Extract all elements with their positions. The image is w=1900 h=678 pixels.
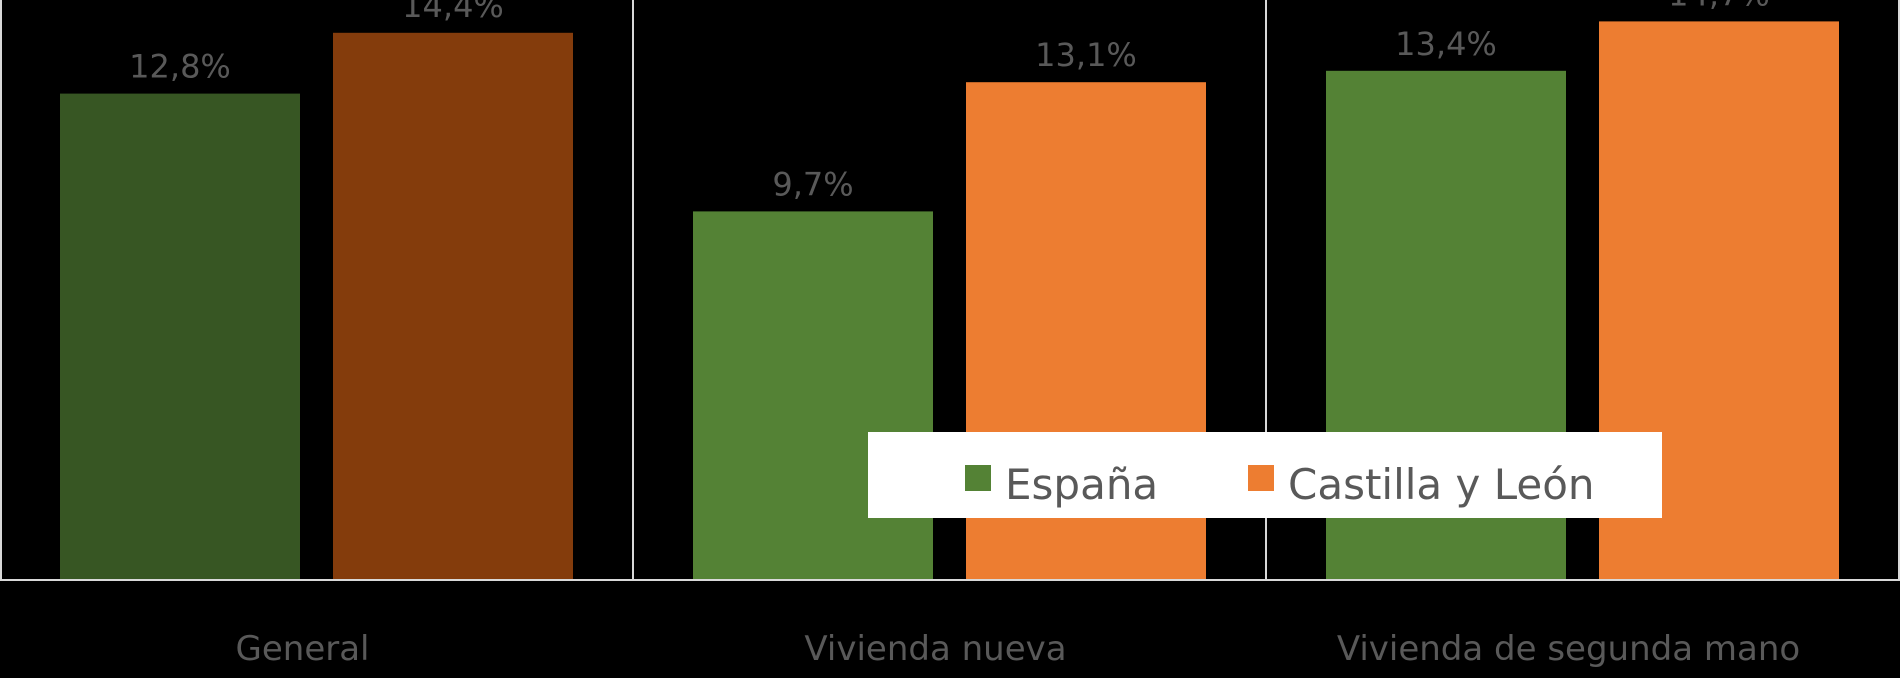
legend-label-espana: España [1005,460,1159,509]
data-label-castilla-y-leon-vivienda-nueva: 13,1% [1035,36,1137,74]
data-label-castilla-y-leon-vivienda-de-segunda-mano: 14,7% [1668,0,1770,13]
data-label-espana-vivienda-nueva: 9,7% [772,165,853,203]
bar-espana-general [60,93,300,580]
category-dividers [0,0,1900,580]
legend-item-espana: España [965,460,1158,509]
bar-castilla-y-leon-general [333,32,573,581]
legend-item-castilla-y-leon: Castilla y León [1248,460,1595,509]
data-label-castilla-y-leon-general: 14,4% [402,0,504,25]
legend-swatch-espana [965,464,991,491]
category-label-vivienda-de-segunda-mano: Vivienda de segunda mano [1337,629,1800,669]
legend-swatch-castilla-y-leon [1248,464,1274,491]
category-label-vivienda-nueva: Vivienda nueva [804,629,1066,669]
category-label-general: General [236,629,370,669]
data-labels-group: 12,8% 14,4% 9,7% 13,1% 13,4% 14,7% [129,0,1770,203]
data-label-espana-general: 12,8% [129,48,231,86]
category-labels-group: General Vivienda nueva Vivienda de segunda… [236,629,1801,669]
legend: España Castilla y León [868,432,1662,518]
data-label-espana-vivienda-de-segunda-mano: 13,4% [1395,25,1497,63]
bar-espana-vivienda-nueva [693,211,933,580]
legend-label-castilla-y-leon: Castilla y León [1288,460,1595,509]
